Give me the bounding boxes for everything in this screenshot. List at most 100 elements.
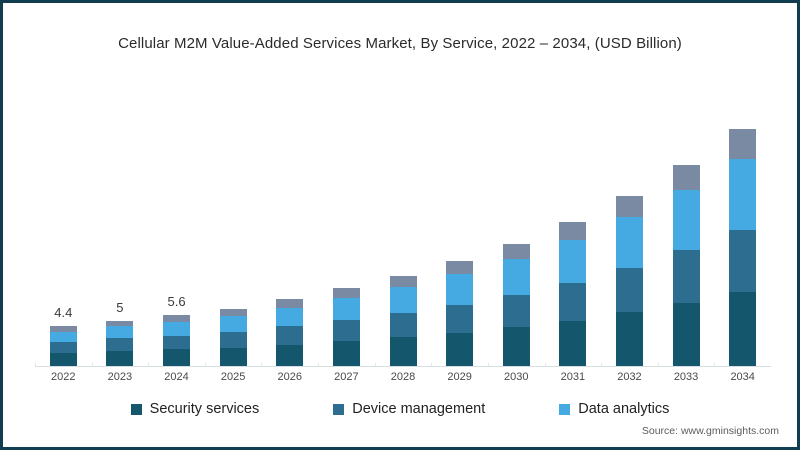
bar-segment-other-services-2024 [163,315,191,322]
bar-segment-security-services-2027 [332,341,360,367]
x-tick-mark-2034 [714,363,716,367]
bar-2024[interactable] [163,315,191,367]
bar-2031[interactable] [559,222,587,367]
x-axis-labels: 2022 2023 2024 2025 2026 2027 2028 2029 2030 2031… [35,371,771,391]
bar-segment-other-services-2032 [615,195,643,217]
legend-item-device-management[interactable]: Device management [333,401,485,417]
x-axis-tick-label-2027: 2027 [334,371,359,383]
x-tick-mark-2023 [91,363,93,367]
x-axis-tick-label-2024: 2024 [164,371,189,383]
bar-segment-data-analytics-2034 [729,158,757,230]
bar-segment-data-analytics-2027 [332,297,360,320]
bar-segment-other-services-2034 [729,128,757,159]
bar-segment-device-management-2033 [672,250,700,304]
x-tick-mark-2031 [544,363,546,367]
bar-segment-device-management-2027 [332,319,360,342]
bar-segment-device-management-2028 [389,313,417,338]
bar-value-label-2022: 4.4 [54,305,73,321]
bar-segment-data-analytics-2032 [615,216,643,268]
x-axis-tick-label-2032: 2032 [617,371,642,383]
source-attribution: Source: www.gminsights.com [641,425,779,437]
bar-segment-other-services-2030 [502,243,530,259]
bar-value-label-2023: 5 [116,299,124,315]
bar-segment-other-services-2026 [276,299,304,308]
x-axis-tick-label-2025: 2025 [220,371,246,383]
bar-segment-data-analytics-2030 [502,258,530,295]
x-axis-tick-label-2023: 2023 [107,371,133,383]
bar-2033[interactable] [672,165,700,367]
bar-segment-device-management-2023 [106,338,134,352]
bar-segment-device-management-2025 [219,331,247,348]
bar-segment-other-services-2029 [446,261,474,275]
bar-segment-security-services-2032 [615,312,643,367]
bar-2028[interactable] [389,276,417,367]
legend-item-data-analytics[interactable]: Data analytics [559,401,669,417]
bar-segment-device-management-2031 [559,282,587,321]
bar-value-label-2024: 5.6 [167,294,186,310]
bar-segment-security-services-2025 [219,347,247,367]
bar-segment-security-services-2030 [502,327,530,367]
bar-segment-data-analytics-2024 [163,321,191,336]
x-tick-mark-2022 [35,363,36,367]
bar-segment-device-management-2034 [729,229,757,292]
bar-segment-security-services-2028 [389,337,417,367]
bar-2029[interactable] [446,261,474,367]
x-tick-mark-2030 [487,363,489,367]
bar-segment-security-services-2031 [559,320,587,367]
bar-segment-data-analytics-2025 [219,316,247,332]
bar-2023[interactable] [106,320,134,367]
bar-segment-security-services-2029 [446,332,474,367]
x-tick-mark-2032 [601,363,603,367]
x-tick-mark-2029 [431,363,433,367]
x-tick-mark-2033 [657,363,659,367]
bar-segment-device-management-2032 [615,267,643,313]
legend-swatch-icon [130,403,142,415]
bar-segment-device-management-2029 [446,304,474,333]
plot-area: 4.4 5 5.6 [35,67,771,367]
x-tick-mark-2025 [204,363,206,367]
bar-2034[interactable] [729,128,757,367]
bar-2032[interactable] [615,195,643,367]
bar-2022[interactable] [49,326,77,367]
bar-segment-security-services-2034 [729,291,757,367]
x-axis-tick-label-2026: 2026 [277,371,302,383]
legend-label: Device management [352,401,486,417]
bar-segment-other-services-2033 [672,165,700,191]
x-axis-tick-label-2029: 2029 [447,371,472,383]
bar-segment-other-services-2031 [559,222,587,241]
bar-segment-other-services-2028 [389,276,417,288]
legend-swatch-icon [559,403,571,415]
bar-2027[interactable] [332,288,360,367]
bar-segment-other-services-2025 [219,308,247,317]
bar-segment-data-analytics-2028 [389,287,417,314]
x-tick-mark-2024 [148,363,150,367]
bar-segment-other-services-2027 [332,288,360,298]
bar-2025[interactable] [219,308,247,367]
bar-segment-data-analytics-2029 [446,274,474,305]
bar-segment-data-analytics-2031 [559,240,587,283]
x-axis-tick-label-2033: 2033 [673,371,699,383]
bar-segment-device-management-2030 [502,294,530,328]
bar-segment-data-analytics-2022 [49,331,77,342]
bar-2030[interactable] [502,243,530,367]
legend-label: Data analytics [578,401,670,417]
legend-item-security-services[interactable]: Security services [130,401,260,417]
bar-segment-data-analytics-2023 [106,326,134,339]
legend-label: Security services [149,401,260,417]
bar-segment-security-services-2022 [49,353,77,367]
bar-segment-other-services-2023 [106,320,134,327]
bar-segment-security-services-2023 [106,351,134,367]
x-axis-line [35,366,771,367]
bar-segment-data-analytics-2033 [672,190,700,251]
x-tick-mark-2027 [318,363,320,367]
legend-swatch-icon [333,403,345,415]
bar-segment-device-management-2022 [49,342,77,354]
bar-2026[interactable] [276,299,304,367]
x-axis-tick-label-2031: 2031 [560,371,586,383]
x-axis-tick-label-2030: 2030 [503,371,529,383]
bar-segment-data-analytics-2026 [276,307,304,327]
x-axis-tick-label-2028: 2028 [390,371,416,383]
bar-segment-device-management-2026 [276,326,304,345]
bar-segment-other-services-2022 [49,326,77,332]
